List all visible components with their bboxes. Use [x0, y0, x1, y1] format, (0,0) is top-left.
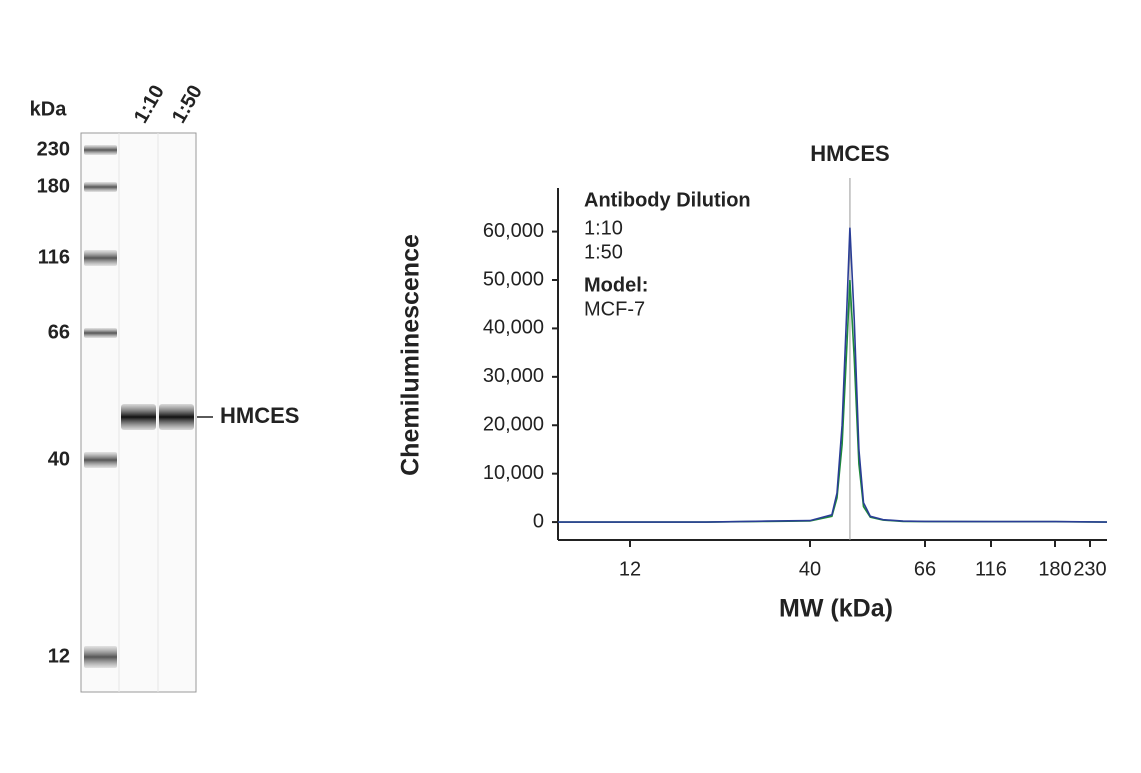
x-tick-label: 40: [799, 558, 821, 580]
ladder-label: 12: [48, 645, 70, 667]
x-tick-label: 66: [914, 558, 936, 580]
model-value: MCF-7: [584, 298, 645, 320]
legend-entry: 1:10: [584, 217, 623, 239]
gel-panel: HMCES kDa 1:10 1:50 230 180 116 66 40 12: [30, 81, 299, 693]
x-axis-label: MW (kDa): [779, 595, 893, 623]
ladder-label: 66: [48, 321, 70, 343]
x-tick-label: 230: [1073, 558, 1106, 580]
y-tick-label: 10,000: [483, 462, 544, 484]
ladder-band: [84, 145, 117, 155]
annotation-label: HMCES: [810, 141, 889, 166]
ladder-label: 116: [38, 246, 70, 268]
electropherogram: Chemiluminescence MW (kDa) Antibody Dilu…: [397, 141, 1108, 623]
legend-title: Antibody Dilution: [584, 189, 751, 211]
lane-label: 1:50: [168, 81, 207, 127]
ladder-band: [84, 182, 117, 192]
ladder-band: [84, 452, 117, 468]
y-tick-label: 20,000: [483, 414, 544, 436]
y-tick-label: 50,000: [483, 268, 544, 290]
ladder-band: [84, 250, 117, 266]
ladder-label: 40: [48, 448, 70, 470]
y-axis-label: Chemiluminescence: [397, 234, 425, 476]
ladder-label: 230: [37, 138, 70, 160]
y-tick-label: 40,000: [483, 317, 544, 339]
series-line: [558, 227, 1108, 523]
model-label: Model:: [584, 274, 648, 296]
ladder-label: 180: [37, 175, 70, 197]
y-tick-label: 60,000: [483, 220, 544, 242]
unit-label: kDa: [30, 98, 68, 120]
ladder-band: [84, 646, 117, 668]
lane-label: 1:10: [130, 81, 169, 127]
legend-entry: 1:50: [584, 241, 623, 263]
y-tick-label: 30,000: [483, 365, 544, 387]
sample-band: [121, 404, 156, 430]
band-label: HMCES: [220, 403, 299, 428]
ladder-band: [84, 328, 117, 338]
x-tick-label: 116: [975, 558, 1007, 580]
y-tick-label: 0: [533, 510, 544, 532]
sample-band: [159, 404, 194, 430]
x-tick-label: 12: [619, 558, 641, 580]
x-tick-label: 180: [1038, 558, 1071, 580]
